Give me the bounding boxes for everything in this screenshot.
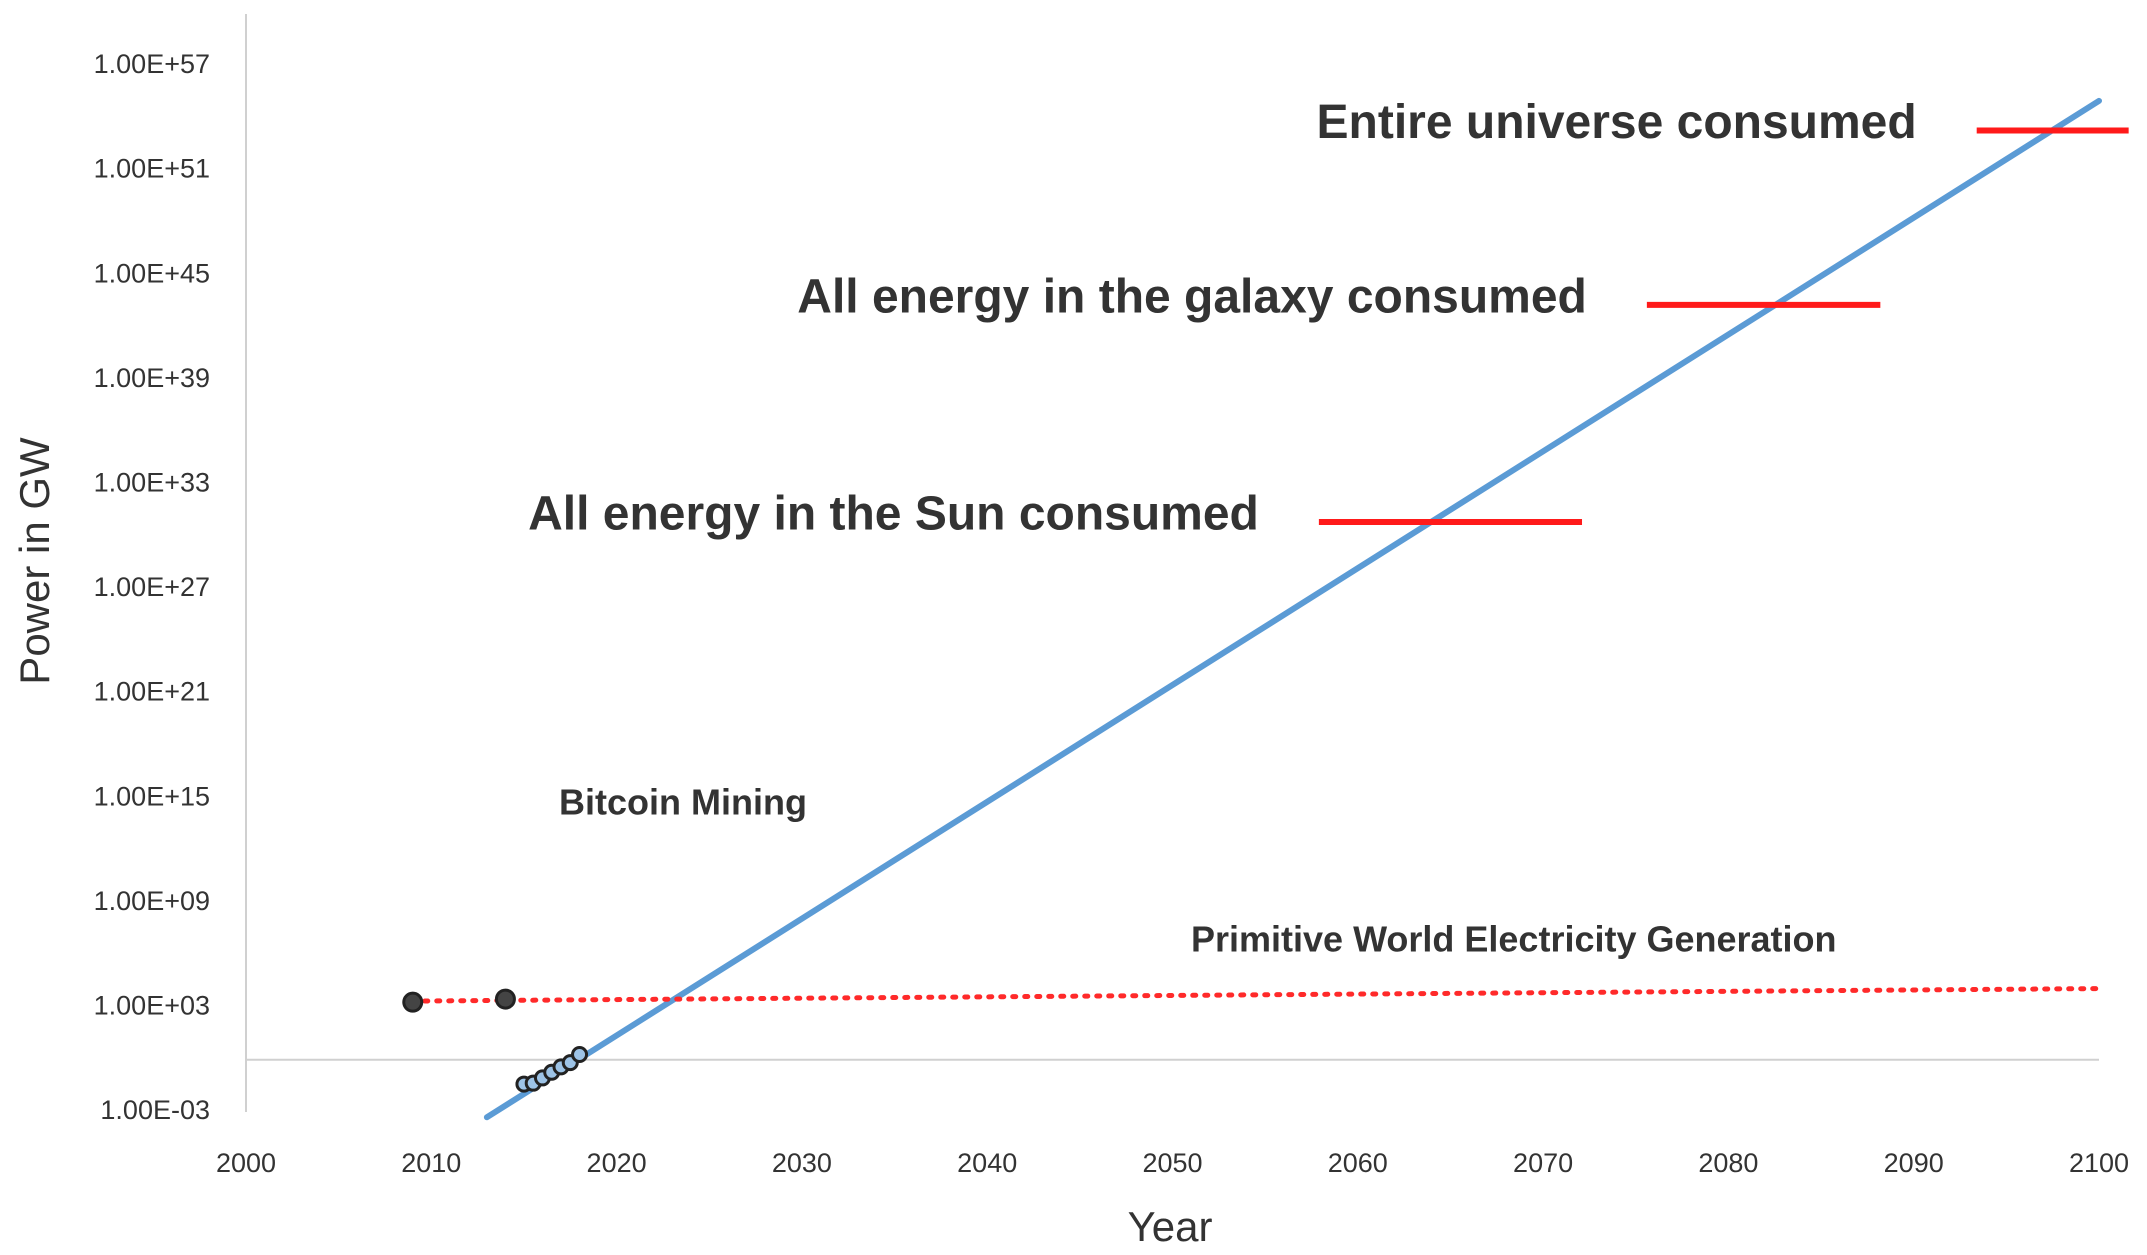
data-point [402,991,424,1013]
x-tick-label: 2000 [216,1148,276,1178]
y-tick-label: 1.00E+39 [94,363,210,393]
x-tick-label: 2040 [957,1148,1017,1178]
series-label: Bitcoin Mining [559,782,807,823]
x-tick-label: 2020 [587,1148,647,1178]
data-point [494,988,516,1010]
y-tick-label: 1.00E+21 [94,677,210,707]
y-tick-label: 1.00E+51 [94,154,210,184]
x-tick-label: 2010 [401,1148,461,1178]
series-line [483,97,2102,1121]
x-tick-label: 2050 [1142,1148,1202,1178]
series-label: Primitive World Electricity Generation [1191,919,1837,960]
series-line [410,986,2102,1004]
y-tick-label: 1.00E+15 [94,781,210,811]
annotation-label: All energy in the Sun consumed [528,488,1259,541]
x-tick-label: 2080 [1698,1148,1758,1178]
annotation-label: Entire universe consumed [1317,96,1917,149]
y-tick-label: 1.00E+57 [94,49,210,79]
data-point [571,1045,589,1063]
y-tick-label: 1.00E+33 [94,468,210,498]
y-tick-label: 1.00E+09 [94,886,210,916]
x-axis-title: Year [1128,1203,1213,1250]
x-tick-label: 2070 [1513,1148,1573,1178]
x-tick-label: 2030 [772,1148,832,1178]
y-tick-label: 1.00E+03 [94,991,210,1021]
x-tick-label: 2060 [1328,1148,1388,1178]
x-tick-label: 2100 [2069,1148,2129,1178]
y-tick-label: 1.00E-03 [100,1095,210,1125]
annotation-label: All energy in the galaxy consumed [797,270,1587,323]
x-tick-label: 2090 [1884,1148,1944,1178]
y-axis-title: Power in GW [11,437,58,685]
y-tick-label: 1.00E+45 [94,258,210,288]
y-tick-label: 1.00E+27 [94,572,210,602]
